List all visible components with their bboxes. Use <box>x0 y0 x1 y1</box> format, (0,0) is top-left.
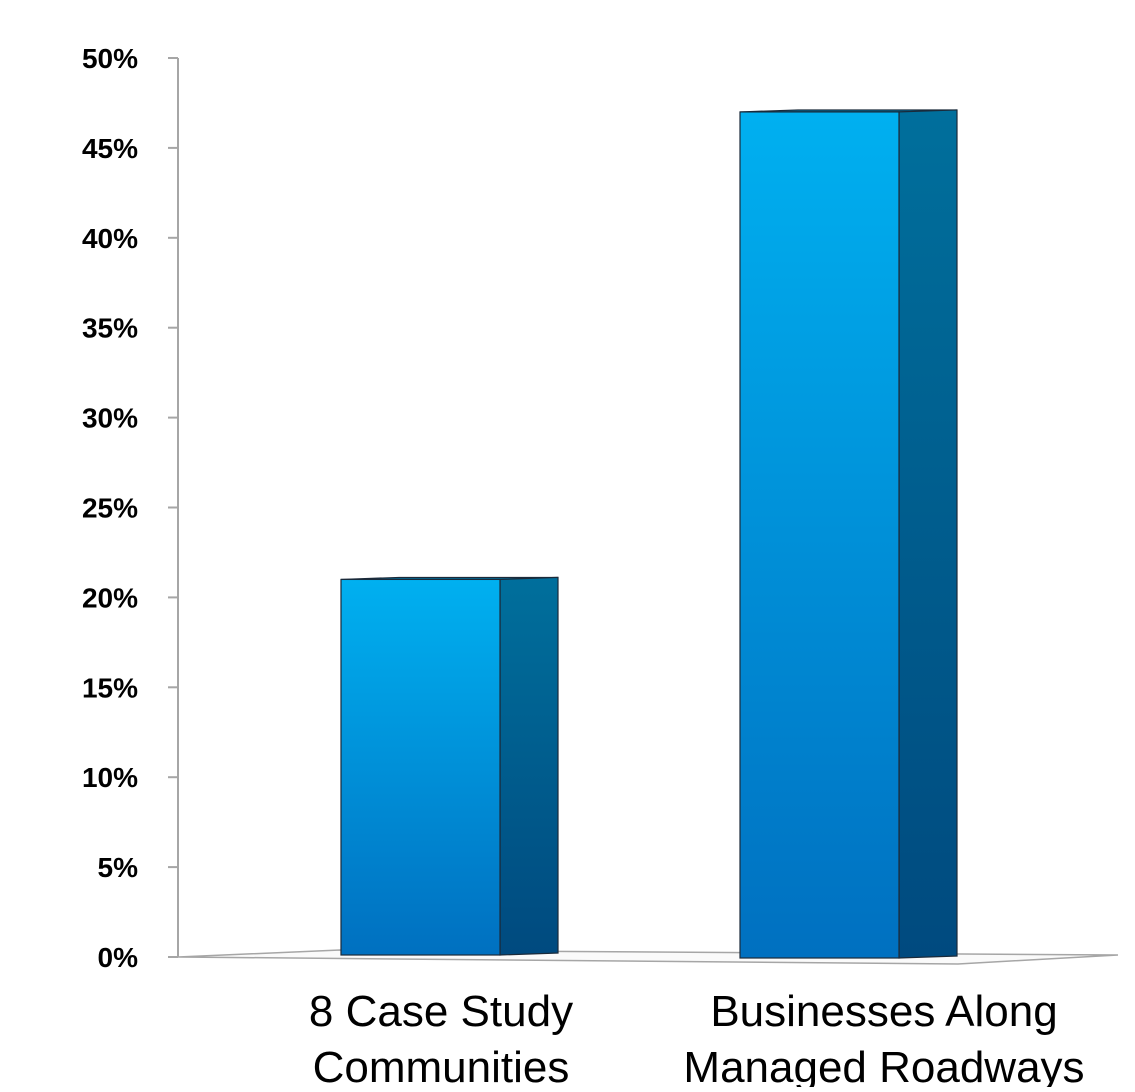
x-tick-label: Businesses Along Managed Roadways <box>683 987 1084 1087</box>
x-tick-label: 8 Case Study Communities <box>309 987 573 1087</box>
bar-front-face <box>340 578 501 956</box>
chart-floor <box>177 949 1119 965</box>
y-tick-label: 0% <box>98 942 139 973</box>
bar-side-face <box>898 109 958 959</box>
y-tick-label: 40% <box>82 223 138 254</box>
y-tick-label: 15% <box>82 672 138 703</box>
y-tick-label: 50% <box>82 43 138 74</box>
x-axis-labels: 8 Case Study Communities Businesses Along M… <box>309 987 1085 1092</box>
y-axis: 0% 5% 10% 15% 20% 25% 30% 35% 40% 45% 50% <box>82 43 179 973</box>
bar-front-face <box>739 111 900 959</box>
y-tick-label: 20% <box>82 582 138 613</box>
y-tick-label: 30% <box>82 403 138 434</box>
y-tick-label: 45% <box>82 133 138 164</box>
y-tick-label: 5% <box>98 852 139 883</box>
floor-plane <box>177 949 1119 965</box>
bar-side-face <box>499 576 559 956</box>
bar <box>340 576 559 956</box>
y-tick-label: 35% <box>82 313 138 344</box>
bars <box>340 109 958 959</box>
bar <box>739 109 958 959</box>
y-tick-label: 25% <box>82 493 138 524</box>
y-tick-label: 10% <box>82 762 138 793</box>
